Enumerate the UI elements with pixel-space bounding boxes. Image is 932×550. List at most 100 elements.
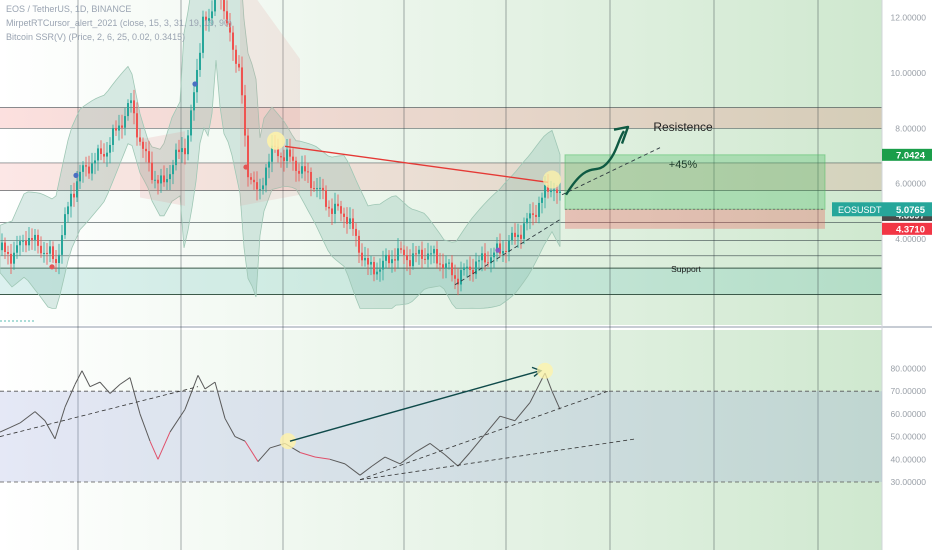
candle-body xyxy=(466,266,468,268)
price-tick-4: 10.00000 xyxy=(891,68,927,78)
osc-segment xyxy=(244,440,259,462)
candle-body xyxy=(394,259,396,261)
candle-body xyxy=(406,255,408,261)
signal-dot-4 xyxy=(495,247,501,253)
candle-body xyxy=(328,206,330,209)
candle-body xyxy=(325,190,327,207)
candle-body xyxy=(409,260,411,267)
candle-body xyxy=(310,171,312,188)
osc-segment xyxy=(444,454,459,467)
candle-body xyxy=(187,135,189,155)
candle-body xyxy=(280,156,282,158)
bear-trendline xyxy=(284,145,549,184)
legend-symbol[interactable]: EOS / TetherUS, 1D, BINANCE xyxy=(6,4,132,14)
candle-body xyxy=(439,263,441,265)
price-tick-6: 6.00000 xyxy=(895,179,926,189)
candle-body xyxy=(331,208,333,214)
osc-segment xyxy=(89,381,101,388)
candle-body xyxy=(463,267,465,271)
candle-body xyxy=(358,235,360,253)
highlight-circle-1 xyxy=(267,131,285,150)
signal-dot-1 xyxy=(192,81,198,87)
price-axis-background xyxy=(882,0,932,550)
candle-body xyxy=(1,242,3,251)
candle-body xyxy=(253,179,255,183)
price-label-bg-0 xyxy=(882,148,932,161)
candle-body xyxy=(403,249,405,256)
candle-body xyxy=(436,249,438,264)
osc-segment xyxy=(371,456,386,467)
candle-body xyxy=(178,149,180,153)
osc-segment xyxy=(74,370,83,385)
candle-body xyxy=(355,228,357,236)
candle-body xyxy=(121,125,123,128)
candle-body xyxy=(37,234,39,246)
candle-body xyxy=(301,166,303,174)
candle-body xyxy=(190,110,192,136)
candle-body xyxy=(88,166,90,174)
legend-indicator-1[interactable]: MirpetRTCursor_alert_2021 (close, 15, 3,… xyxy=(6,18,232,28)
signal-dot-3 xyxy=(243,164,249,170)
osc-segment xyxy=(214,381,226,419)
candle-body xyxy=(184,148,186,155)
candle-body xyxy=(166,179,168,183)
candle-body xyxy=(139,137,141,142)
osc-segment xyxy=(157,431,171,460)
candle-body xyxy=(544,185,546,198)
candle-body xyxy=(64,214,66,236)
candle-body xyxy=(298,170,300,174)
candle-body xyxy=(427,253,429,260)
candle-body xyxy=(97,148,99,161)
candle-body xyxy=(550,191,552,193)
osc-segment xyxy=(399,452,416,465)
osc-segment xyxy=(384,456,401,465)
candle-body xyxy=(508,240,510,252)
candle-body xyxy=(229,23,231,33)
candle-body xyxy=(28,238,30,246)
osc-segment xyxy=(149,440,159,460)
candle-body xyxy=(19,241,21,246)
candle-body xyxy=(505,251,507,253)
candle-body xyxy=(256,182,258,190)
resistance-label: Resistence xyxy=(653,120,713,134)
osc-trend-2 xyxy=(359,390,609,481)
candle-body xyxy=(43,252,45,254)
price-envelope xyxy=(0,0,561,309)
candle-body xyxy=(151,162,153,180)
candle-body xyxy=(529,213,531,219)
candle-body xyxy=(169,174,171,180)
candle-body xyxy=(268,161,270,168)
osc-segment xyxy=(64,384,76,408)
candle-body xyxy=(292,156,294,161)
osc-segment xyxy=(429,443,446,456)
candle-body xyxy=(211,11,213,19)
candle-body xyxy=(103,153,105,157)
candle-body xyxy=(244,95,246,136)
candle-body xyxy=(124,116,126,128)
candle-body xyxy=(532,213,534,215)
oscillator-band xyxy=(0,391,882,482)
price-label-0: 7.0424 xyxy=(896,150,926,161)
candle-body xyxy=(286,149,288,161)
candle-body xyxy=(112,128,114,145)
candle-body xyxy=(214,0,216,12)
candle-body xyxy=(34,234,36,240)
candle-body xyxy=(142,141,144,149)
price-label-bg-2 xyxy=(882,222,932,235)
candle-body xyxy=(118,125,120,131)
candle-body xyxy=(100,148,102,154)
legend-indicator-2[interactable]: Bitcoin SSR(V) (Price, 2, 6, 25, 0.02, 0… xyxy=(6,32,186,42)
candle-body xyxy=(454,275,456,279)
candle-body xyxy=(520,234,522,239)
stop-zone xyxy=(565,209,825,229)
candle-body xyxy=(175,149,177,166)
osc-divergence-line xyxy=(289,370,541,442)
candle-body xyxy=(316,188,318,190)
osc-segment xyxy=(54,406,66,440)
candle-body xyxy=(70,193,72,207)
candle-body xyxy=(22,240,24,242)
candle-body xyxy=(382,260,384,270)
candle-body xyxy=(148,151,150,163)
